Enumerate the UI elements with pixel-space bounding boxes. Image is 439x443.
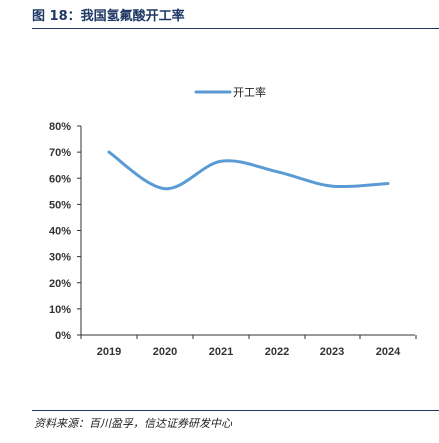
x-tick-label: 2020 bbox=[153, 346, 177, 358]
x-tick-label: 2024 bbox=[376, 346, 401, 358]
chart-axes bbox=[77, 125, 417, 339]
title-divider bbox=[32, 28, 439, 29]
x-tick-label: 2019 bbox=[97, 346, 121, 358]
figure-title: 图 18：我国氢氟酸开工率 bbox=[32, 9, 185, 24]
y-tick-label: 50% bbox=[49, 199, 71, 211]
x-tick-labels: 2019 2020 2021 2022 2023 2024 bbox=[97, 346, 401, 358]
source-note: 资料来源：百川盈孚，信达证券研发中心 bbox=[34, 417, 232, 430]
y-tick-label: 10% bbox=[49, 304, 71, 316]
y-tick-label: 0% bbox=[55, 330, 71, 342]
y-tick-label: 70% bbox=[49, 147, 71, 159]
y-tick-label: 80% bbox=[49, 121, 71, 133]
y-tick-label: 60% bbox=[49, 173, 71, 185]
source-divider bbox=[32, 410, 439, 411]
y-tick-labels: 0% 10% 20% 30% 40% 50% 60% 70% 80% bbox=[49, 121, 71, 342]
x-tick-label: 2023 bbox=[320, 346, 344, 358]
chart-legend: 开工率 bbox=[194, 85, 266, 99]
y-tick-label: 20% bbox=[49, 278, 71, 290]
x-tick-label: 2021 bbox=[209, 346, 233, 358]
x-tick-label: 2022 bbox=[265, 346, 289, 358]
legend-label-kaigonglv: 开工率 bbox=[233, 85, 266, 99]
series-line-kaigonglv bbox=[107, 150, 390, 191]
y-tick-label: 40% bbox=[49, 226, 71, 238]
y-tick-label: 30% bbox=[49, 252, 71, 264]
